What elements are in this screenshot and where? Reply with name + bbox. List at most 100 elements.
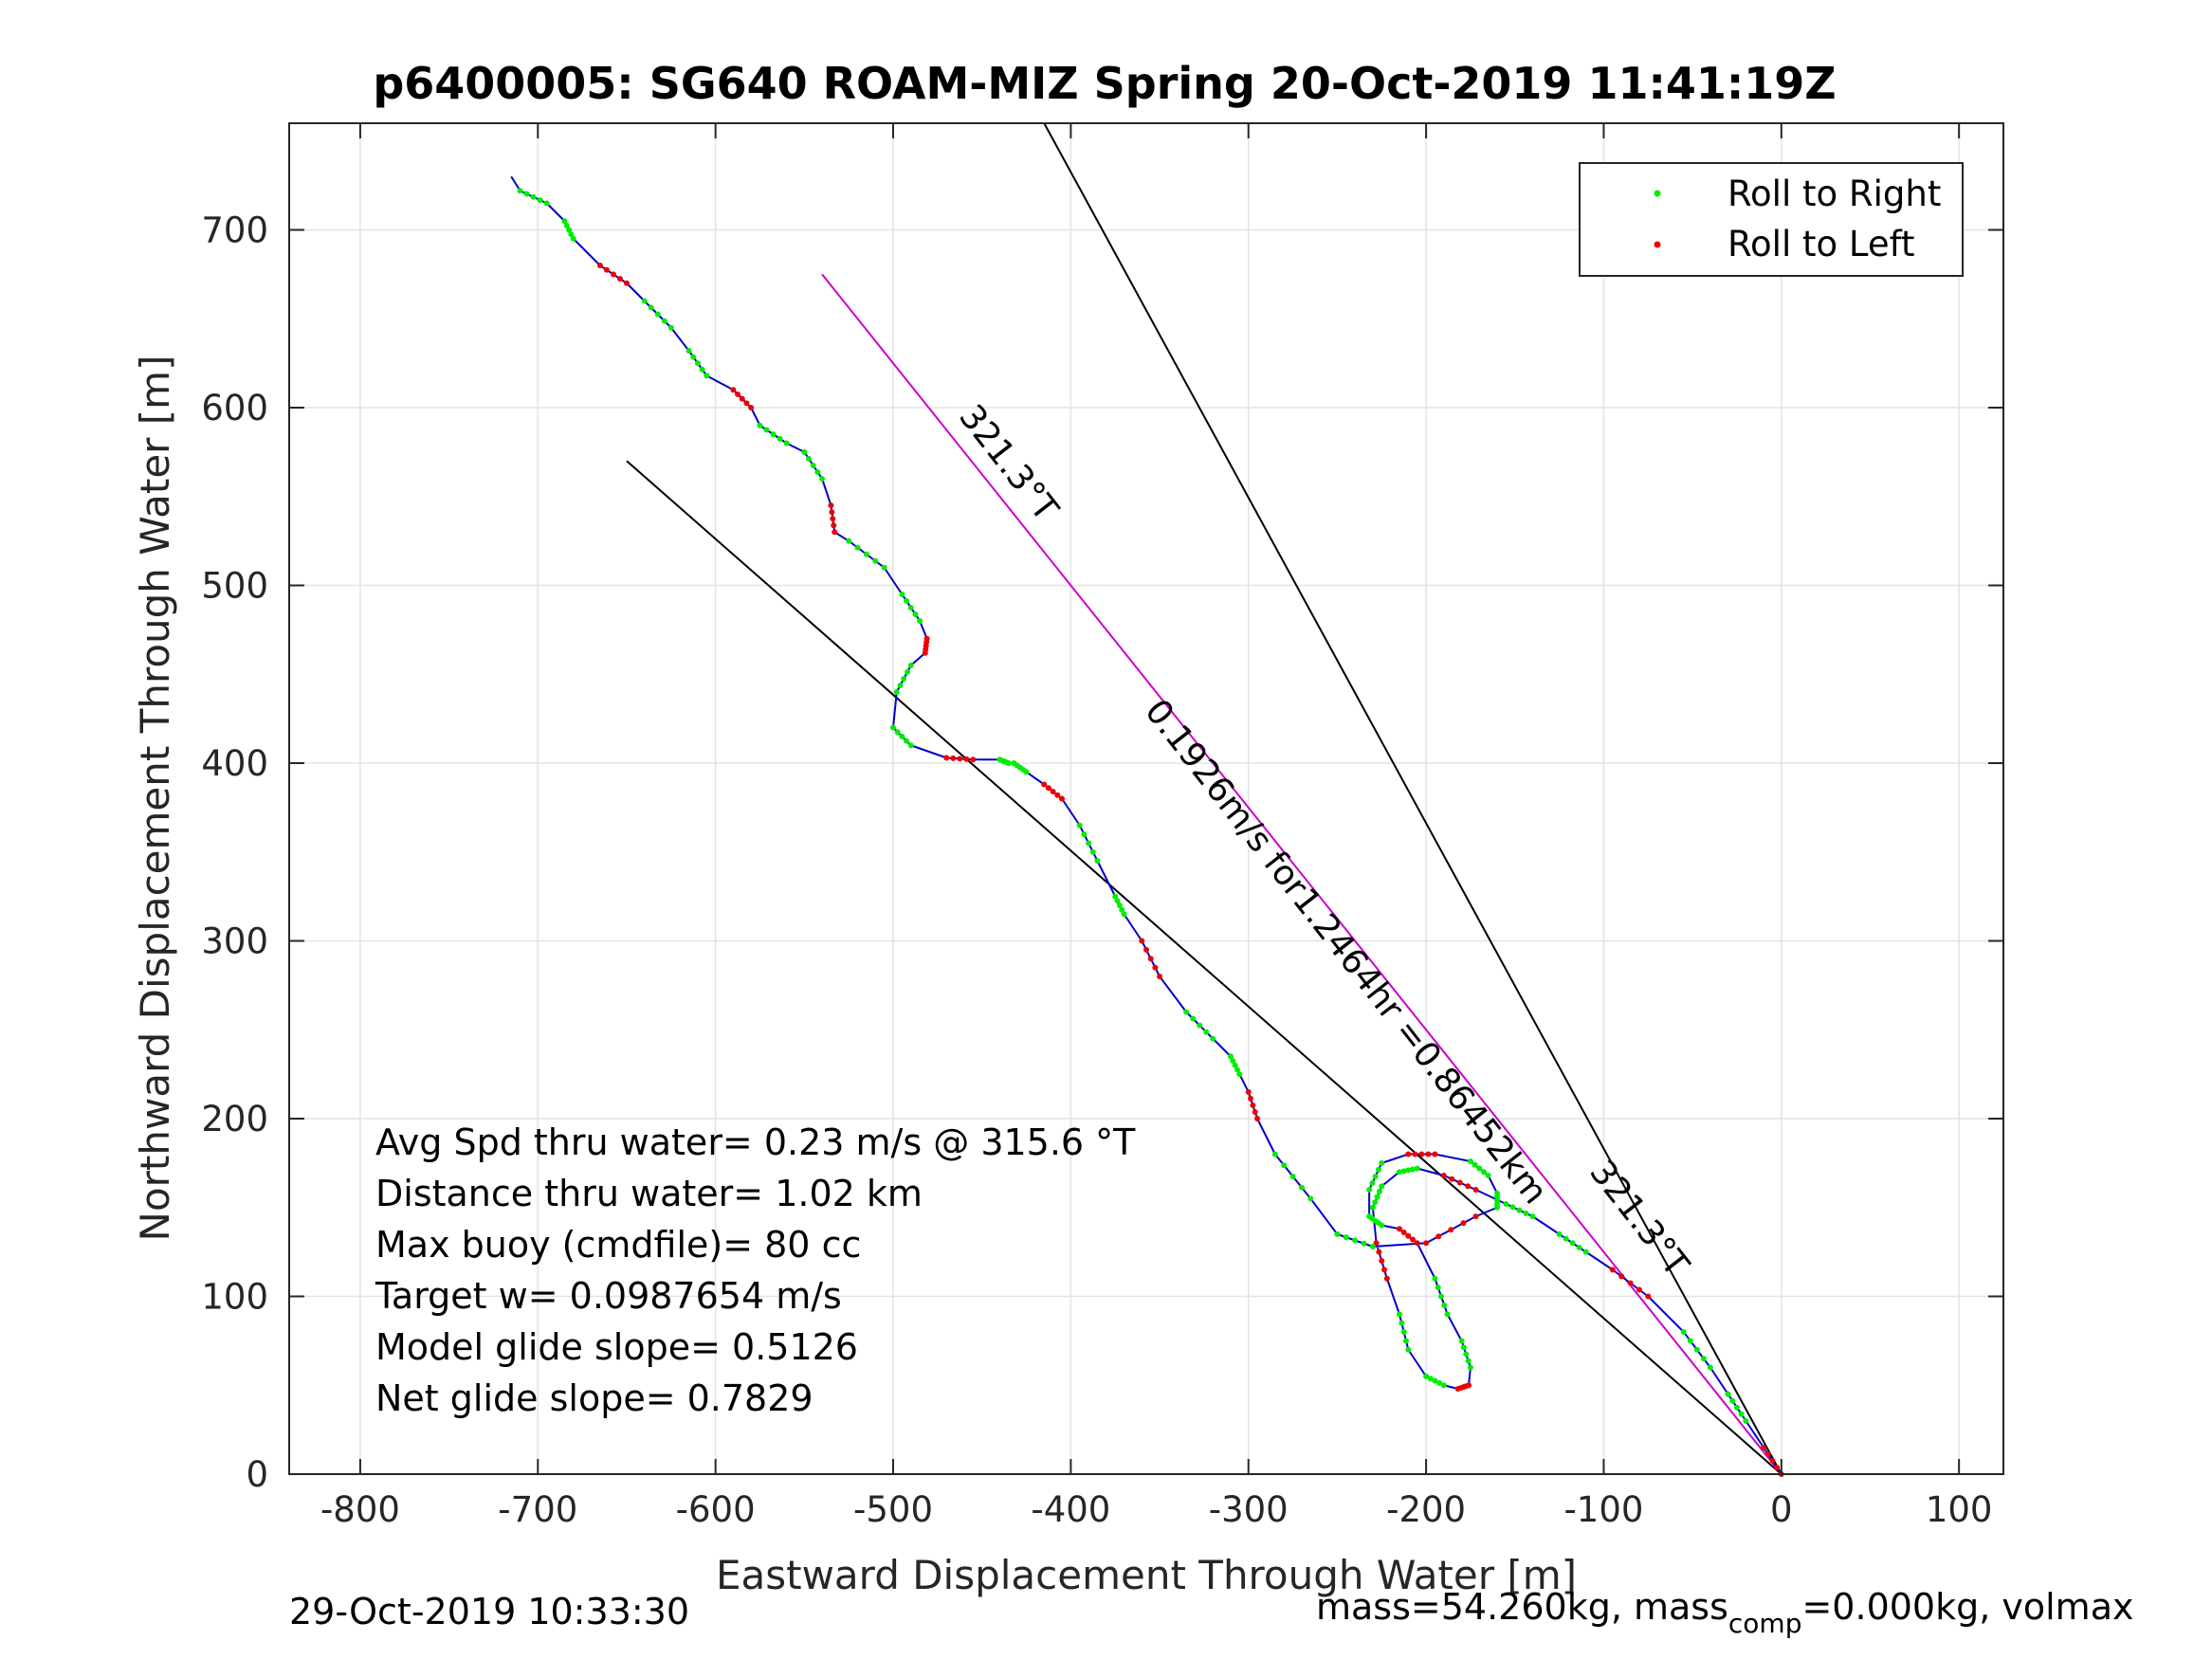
roll-point — [1352, 1237, 1359, 1244]
roll-point — [831, 522, 837, 529]
roll-point — [1011, 760, 1017, 766]
roll-point — [1094, 858, 1101, 865]
roll-point — [943, 755, 950, 761]
roll-point — [1245, 1088, 1252, 1095]
roll-point — [1476, 1165, 1483, 1172]
x-tick-label: -500 — [853, 1489, 933, 1530]
roll-point — [950, 755, 957, 761]
roll-point — [1396, 1169, 1402, 1176]
roll-point — [832, 529, 838, 536]
roll-point — [881, 564, 887, 571]
roll-point — [1334, 1231, 1341, 1237]
x-tick-label: -400 — [1031, 1489, 1110, 1530]
roll-point — [1054, 792, 1061, 798]
roll-point — [1467, 1364, 1473, 1371]
roll-point — [1472, 1187, 1479, 1193]
roll-point — [561, 218, 568, 225]
roll-point — [1250, 1102, 1256, 1108]
roll-point — [996, 757, 1003, 763]
roll-point — [1494, 1204, 1501, 1211]
roll-point — [1112, 893, 1119, 900]
stats-block: Avg Spd thru water= 0.23 m/s @ 315.6 °T D… — [375, 1121, 1136, 1419]
roll-point — [1769, 1457, 1776, 1464]
roll-point — [1441, 1302, 1448, 1308]
roll-point — [1774, 1464, 1781, 1470]
roll-point — [1254, 1116, 1261, 1121]
y-tick-label: 0 — [246, 1454, 268, 1495]
roll-point — [648, 304, 654, 311]
roll-point — [1569, 1240, 1576, 1247]
roll-point — [1465, 1358, 1472, 1364]
roll-point — [1435, 1233, 1442, 1240]
roll-point — [1119, 906, 1125, 913]
roll-point — [704, 373, 710, 379]
roll-point — [1234, 1066, 1241, 1073]
roll-point — [957, 756, 963, 762]
roll-point — [1405, 1151, 1412, 1158]
roll-point — [641, 298, 648, 304]
roll-point — [1369, 1244, 1376, 1249]
roll-point — [1423, 1373, 1430, 1379]
roll-point — [1466, 1382, 1472, 1389]
roll-point — [1405, 1167, 1412, 1174]
roll-point — [814, 468, 821, 475]
roll-point — [596, 263, 603, 268]
roll-point — [1438, 1293, 1445, 1300]
roll-point — [1423, 1240, 1430, 1247]
roll-point — [517, 188, 523, 194]
roll-point — [828, 502, 834, 509]
roll-point — [1366, 1187, 1373, 1193]
roll-point — [1472, 1161, 1478, 1168]
roll-point — [1440, 1382, 1447, 1389]
roll-point — [1529, 1213, 1536, 1220]
roll-point — [690, 354, 697, 360]
roll-point — [1627, 1280, 1634, 1286]
roll-point — [1089, 848, 1096, 855]
roll-point — [1725, 1391, 1731, 1397]
roll-point — [1147, 956, 1154, 962]
roll-point — [563, 222, 570, 228]
roll-point — [1372, 1199, 1379, 1206]
roll-point — [1436, 1379, 1443, 1386]
roll-point — [1114, 898, 1121, 904]
roll-point — [907, 604, 914, 611]
roll-point — [1289, 1173, 1296, 1179]
roll-point — [1059, 795, 1066, 802]
roll-point — [570, 235, 576, 242]
roll-point — [1448, 1227, 1454, 1233]
roll-point — [1375, 1166, 1381, 1173]
roll-point — [1086, 840, 1092, 847]
roll-point — [1396, 1226, 1402, 1232]
roll-point — [763, 427, 770, 433]
roll-point — [1045, 785, 1051, 792]
roll-point — [1210, 1035, 1216, 1042]
roll-point — [1764, 1450, 1771, 1457]
roll-point — [905, 668, 911, 675]
footer-mass-sub: comp — [1728, 1608, 1802, 1639]
roll-point — [1307, 1195, 1314, 1202]
roll-point — [1427, 1376, 1434, 1382]
legend-label-roll-left: Roll to Left — [1728, 224, 1915, 264]
roll-point — [1738, 1411, 1745, 1417]
roll-point — [537, 197, 543, 204]
roll-point — [1576, 1244, 1582, 1250]
roll-point — [1116, 902, 1123, 908]
roll-point — [1379, 1159, 1385, 1166]
roll-point — [623, 280, 630, 286]
roll-point — [1432, 1377, 1438, 1384]
x-tick-label: -200 — [1386, 1489, 1466, 1530]
roll-point — [1398, 1320, 1405, 1326]
y-tick-label: 100 — [201, 1277, 268, 1318]
roll-point — [854, 544, 861, 551]
roll-point — [1556, 1231, 1563, 1237]
roll-point — [801, 448, 808, 455]
roll-point — [1227, 1053, 1234, 1060]
roll-point — [1563, 1235, 1569, 1242]
roll-point — [1372, 1173, 1379, 1179]
roll-point — [568, 231, 575, 238]
y-tick-label: 400 — [201, 743, 268, 784]
roll-point — [890, 724, 897, 731]
roll-point — [1729, 1397, 1736, 1404]
roll-point — [1400, 1230, 1407, 1235]
roll-point — [739, 395, 745, 402]
